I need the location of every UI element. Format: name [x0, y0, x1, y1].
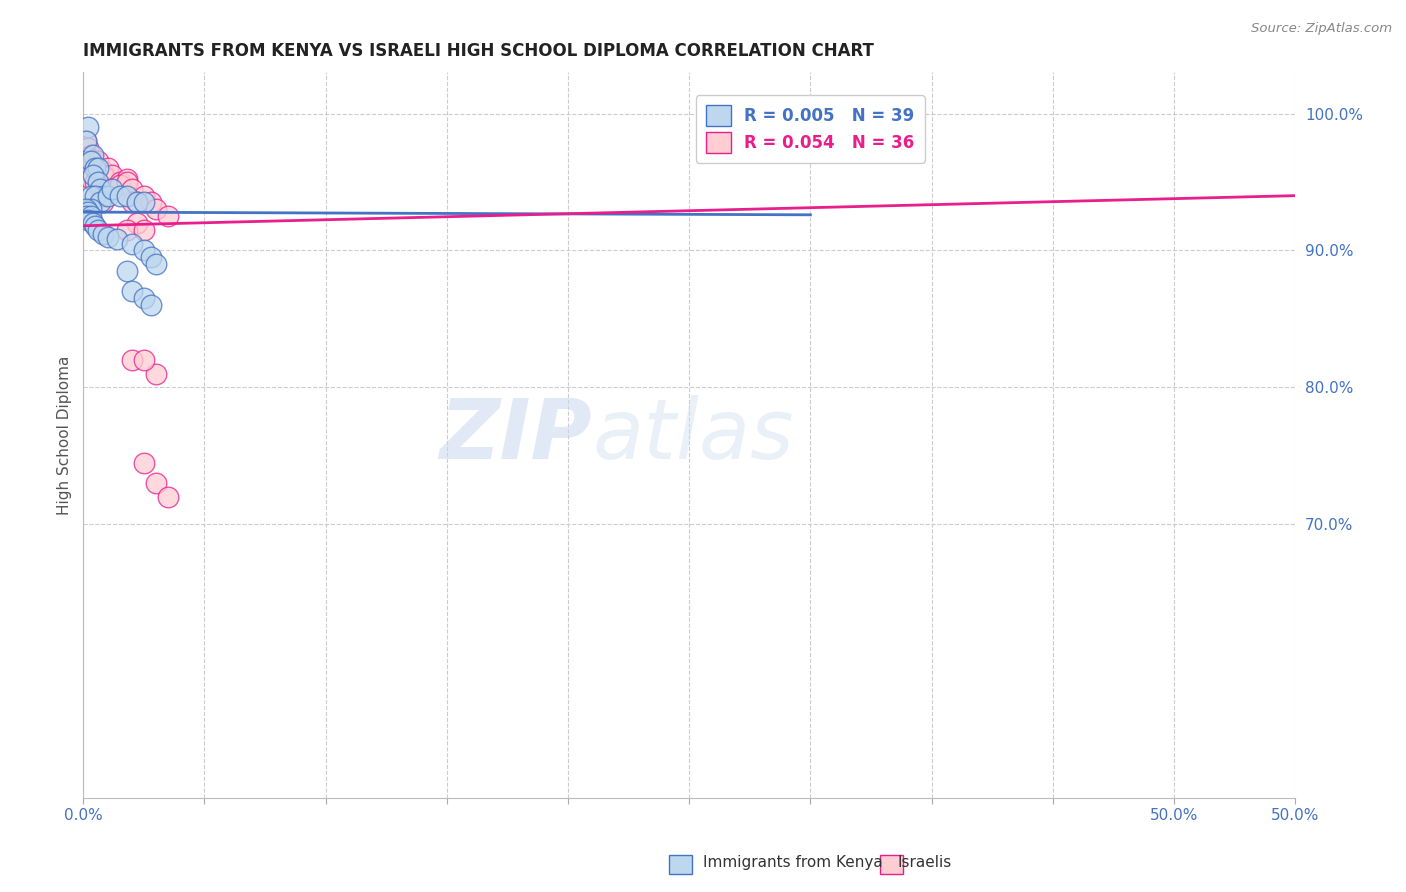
Point — [79, 147, 101, 161]
Point — [77, 213, 100, 227]
Point — [79, 172, 101, 186]
Point — [82, 216, 104, 230]
Point — [108, 175, 131, 189]
Point — [145, 367, 167, 381]
Point — [96, 188, 118, 202]
Point — [132, 223, 155, 237]
Point — [79, 154, 101, 169]
Point — [91, 164, 114, 178]
Text: Immigrants from Kenya: Immigrants from Kenya — [703, 855, 883, 870]
Text: atlas: atlas — [592, 395, 794, 475]
Point — [145, 476, 167, 491]
Point — [145, 257, 167, 271]
Point — [89, 195, 111, 210]
Point — [125, 216, 148, 230]
Point — [125, 195, 148, 210]
Point — [121, 236, 143, 251]
Point — [121, 285, 143, 299]
Point — [115, 172, 138, 186]
Point — [82, 168, 104, 182]
Point — [101, 168, 124, 182]
Point — [84, 161, 107, 176]
Point — [77, 205, 100, 219]
Text: IMMIGRANTS FROM KENYA VS ISRAELI HIGH SCHOOL DIPLOMA CORRELATION CHART: IMMIGRANTS FROM KENYA VS ISRAELI HIGH SC… — [83, 42, 875, 60]
Text: Israelis: Israelis — [897, 855, 952, 870]
Point — [108, 178, 131, 192]
Point — [105, 232, 128, 246]
Point — [89, 182, 111, 196]
Point — [87, 223, 110, 237]
Point — [77, 120, 100, 135]
Point — [91, 227, 114, 241]
Point — [87, 161, 110, 176]
Legend: R = 0.005   N = 39, R = 0.054   N = 36: R = 0.005 N = 39, R = 0.054 N = 36 — [696, 95, 925, 162]
Point — [132, 195, 155, 210]
Point — [79, 202, 101, 217]
Point — [75, 202, 97, 217]
Point — [96, 161, 118, 176]
Point — [115, 188, 138, 202]
Point — [101, 182, 124, 196]
Point — [75, 134, 97, 148]
Point — [141, 298, 163, 312]
Point — [115, 223, 138, 237]
Point — [132, 188, 155, 202]
Point — [75, 134, 97, 148]
Point — [84, 219, 107, 233]
Point — [87, 175, 110, 189]
Point — [82, 147, 104, 161]
Point — [75, 209, 97, 223]
Point — [157, 490, 180, 504]
Point — [82, 154, 104, 169]
Point — [121, 195, 143, 210]
Point — [77, 141, 100, 155]
Point — [79, 209, 101, 223]
Point — [157, 209, 180, 223]
Point — [115, 264, 138, 278]
Point — [91, 195, 114, 210]
Point — [132, 244, 155, 258]
Point — [121, 353, 143, 368]
Point — [145, 202, 167, 217]
Point — [132, 353, 155, 368]
Point — [141, 250, 163, 264]
Point — [108, 188, 131, 202]
Point — [77, 150, 100, 164]
Point — [141, 195, 163, 210]
Point — [84, 175, 107, 189]
Text: ZIP: ZIP — [440, 395, 592, 475]
Point — [96, 229, 118, 244]
Point — [101, 182, 124, 196]
Point — [132, 291, 155, 305]
Text: Source: ZipAtlas.com: Source: ZipAtlas.com — [1251, 22, 1392, 36]
Point — [125, 195, 148, 210]
Point — [91, 188, 114, 202]
Point — [87, 154, 110, 169]
Point — [121, 182, 143, 196]
Point — [132, 456, 155, 470]
Point — [91, 168, 114, 182]
Point — [84, 188, 107, 202]
Point — [84, 161, 107, 176]
Point — [96, 182, 118, 196]
Y-axis label: High School Diploma: High School Diploma — [58, 356, 72, 515]
Point — [79, 188, 101, 202]
Point — [115, 175, 138, 189]
